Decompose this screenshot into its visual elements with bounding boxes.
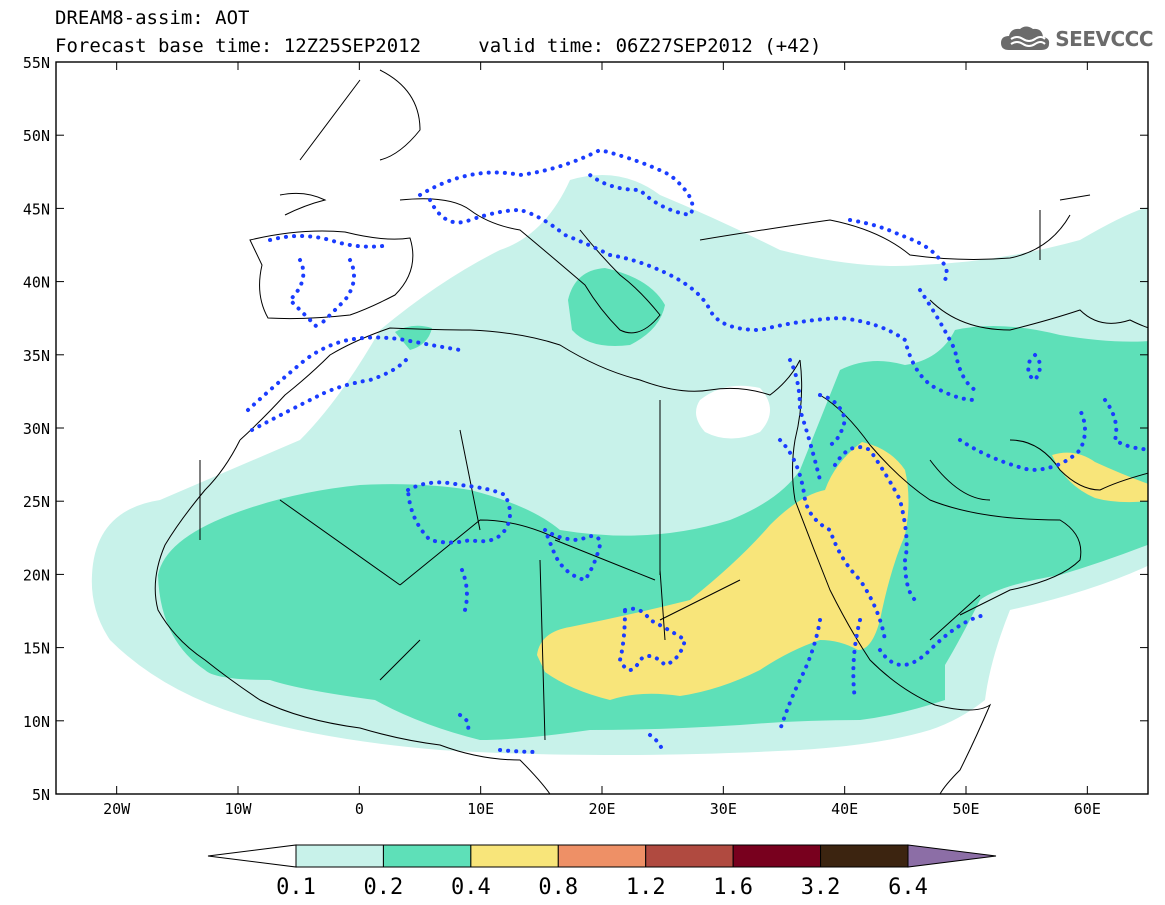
colorbar-label: 0.1 xyxy=(276,875,316,900)
aot-fill-0.2-0.4 xyxy=(158,268,1148,740)
colorbar-swatch xyxy=(382,844,472,868)
lat-tick-label: 45N xyxy=(23,200,50,218)
lon-tick-label: 10W xyxy=(224,800,252,818)
coastlines-and-borders xyxy=(154,69,1148,794)
lon-tick-label: 20W xyxy=(103,800,131,818)
colorbar-max-arrow xyxy=(907,844,997,868)
colorbar-label: 6.4 xyxy=(888,875,928,900)
colorbar-swatch xyxy=(295,844,384,868)
dotted-aot-contours xyxy=(246,147,1148,754)
lon-tick-label: 20E xyxy=(588,800,615,818)
map-area xyxy=(56,62,1148,794)
time-info: Forecast base time: 12Z25SEP2012 valid t… xyxy=(55,36,821,56)
lat-tick-label: 25N xyxy=(23,493,50,511)
lat-axis: 55N 50N 45N 40N 35N 30N 25N 20N 15N 10N 5N xyxy=(23,54,1148,804)
lat-tick-label: 35N xyxy=(23,347,50,365)
lon-tick-label: 60E xyxy=(1074,800,1101,818)
colorbar-label: 3.2 xyxy=(801,875,841,900)
colorbar-min-arrow xyxy=(207,844,297,868)
colorbar-label: 0.4 xyxy=(451,875,491,900)
colorbar-label: 1.2 xyxy=(626,875,666,900)
lon-tick-label: 10E xyxy=(467,800,494,818)
colorbar-swatch xyxy=(732,844,822,868)
valid-time-value: 06Z27SEP2012 (+42) xyxy=(615,35,822,57)
lat-tick-label: 40N xyxy=(23,274,50,292)
valid-time-label: valid time: xyxy=(478,35,605,57)
logo-text: SEEVCCC xyxy=(1055,27,1153,51)
seevccc-logo: SEEVCCC xyxy=(999,24,1153,54)
lon-axis: 20W 10W 0 10E 20E 30E 40E 50E 60E xyxy=(103,62,1101,818)
colorbar-swatch xyxy=(470,844,559,868)
base-time-label: Forecast base time: xyxy=(55,35,273,57)
lon-tick-label: 30E xyxy=(710,800,737,818)
lat-tick-label: 5N xyxy=(32,786,50,804)
map-title: DREAM8-assim: AOT xyxy=(55,8,249,28)
colorbar-swatch xyxy=(645,844,734,868)
lat-tick-label: 15N xyxy=(23,640,50,658)
colorbar-swatch xyxy=(820,844,909,868)
lon-tick-label: 40E xyxy=(831,800,858,818)
colorbar: 0.1 0.2 0.4 0.8 1.2 1.6 3.2 6.4 xyxy=(207,844,997,900)
colorbar-label: 0.2 xyxy=(364,875,404,900)
colorbar-label: 1.6 xyxy=(713,875,753,900)
lon-tick-label: 0 xyxy=(355,800,364,818)
lat-tick-label: 30N xyxy=(23,420,50,438)
model-field-label: DREAM8-assim: AOT xyxy=(55,7,250,29)
lon-tick-label: 50E xyxy=(952,800,979,818)
cloud-icon xyxy=(1001,26,1050,50)
lat-tick-label: 55N xyxy=(23,54,50,72)
colorbar-swatch xyxy=(557,844,647,868)
lat-tick-label: 10N xyxy=(23,713,50,731)
base-time-value: 12Z25SEP2012 xyxy=(283,35,422,57)
colorbar-label: 0.8 xyxy=(538,875,578,900)
lat-tick-label: 50N xyxy=(23,127,50,145)
lat-tick-label: 20N xyxy=(23,566,50,584)
